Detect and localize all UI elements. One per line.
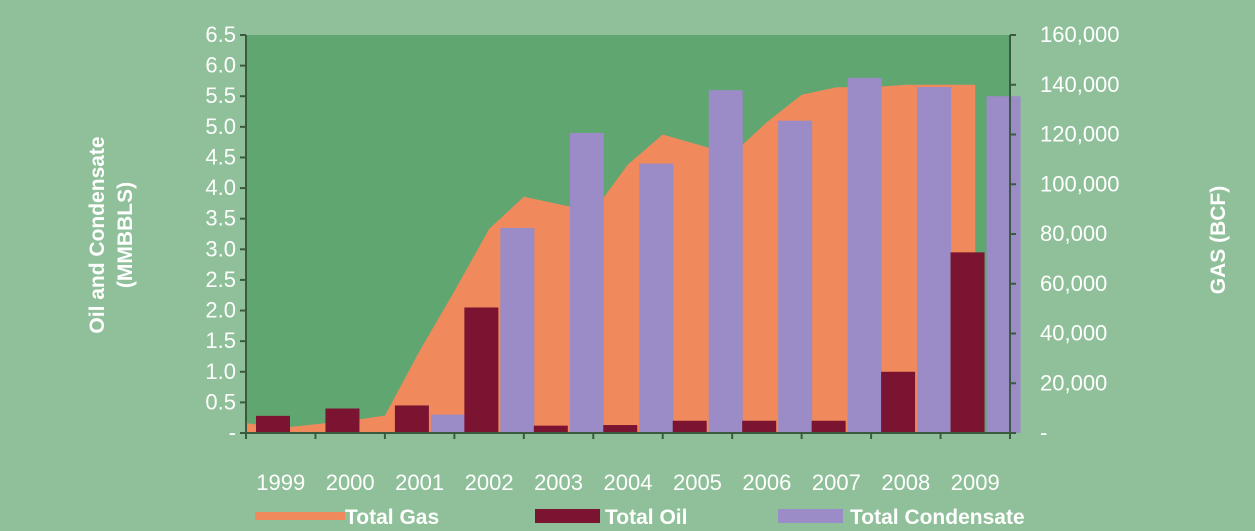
right-axis-title: GAS (BCF) xyxy=(1207,186,1230,295)
legend-label-total-condensate: Total Condensate xyxy=(850,506,1025,529)
left-tick-label-13: 6.5 xyxy=(205,22,236,47)
bar-total-condensate-2007 xyxy=(847,77,882,433)
right-tick-label-8: 160,000 xyxy=(1040,22,1120,47)
left-tick-label-5: 2.5 xyxy=(205,267,236,292)
bar-total-condensate-2004 xyxy=(639,163,674,434)
right-tick-label-7: 140,000 xyxy=(1040,72,1120,97)
bar-total-oil-2005 xyxy=(672,420,707,433)
x-tick-label-2003: 2003 xyxy=(534,470,583,495)
x-tick-label-2001: 2001 xyxy=(395,470,444,495)
bar-total-oil-2009 xyxy=(950,252,985,433)
tick-labels: - 0.5 1.0 1.5 2.0 2.5 3.0 3.5 4.0 4.5 5.0 5.5 6.0 6.5… xyxy=(205,22,1119,495)
legend-swatch-total-oil xyxy=(535,509,600,523)
bar-total-oil-2003 xyxy=(533,425,568,433)
right-tick-label-1: 20,000 xyxy=(1040,370,1107,395)
bar-total-oil-1999 xyxy=(256,415,290,433)
legend: Total Gas Total Oil Total Condensate xyxy=(255,506,1025,529)
bar-total-condensate-2001 xyxy=(430,414,465,433)
bar-total-condensate-2008 xyxy=(917,87,952,434)
x-tick-label-2000: 2000 xyxy=(326,470,375,495)
left-axis-title: Oil and Condensate (MMBBLS) xyxy=(86,136,137,333)
legend-label-total-oil: Total Oil xyxy=(605,506,687,529)
legend-swatch-total-gas xyxy=(255,512,345,520)
left-tick-label-8: 4.0 xyxy=(205,175,236,200)
left-tick-label-10: 5.0 xyxy=(205,114,236,139)
left-tick-label-6: 3.0 xyxy=(205,236,236,261)
right-tick-label-2: 40,000 xyxy=(1040,321,1107,346)
x-tick-label-2008: 2008 xyxy=(881,470,930,495)
x-tick-label-2002: 2002 xyxy=(465,470,514,495)
left-tick-label-4: 2.0 xyxy=(205,298,236,323)
bar-total-oil-2008 xyxy=(881,371,916,433)
bar-total-condensate-2005 xyxy=(708,90,743,433)
right-tick-label-5: 100,000 xyxy=(1040,171,1120,196)
bar-total-oil-2006 xyxy=(742,420,777,433)
bar-total-oil-2001 xyxy=(394,405,429,433)
legend-swatch-total-condensate xyxy=(778,509,843,523)
left-tick-label-11: 5.5 xyxy=(205,83,236,108)
left-tick-label-2: 1.0 xyxy=(205,359,236,384)
x-tick-label-2004: 2004 xyxy=(604,470,653,495)
axes xyxy=(240,34,1016,439)
left-tick-label-7: 3.5 xyxy=(205,206,236,231)
bar-total-condensate-2003 xyxy=(569,132,604,433)
right-tick-label-6: 120,000 xyxy=(1040,122,1120,147)
bar-total-condensate-2009 xyxy=(986,96,1021,433)
x-tick-label-2005: 2005 xyxy=(673,470,722,495)
bar-total-oil-2002 xyxy=(464,307,499,433)
x-tick-label-1999: 1999 xyxy=(256,470,305,495)
legend-label-total-gas: Total Gas xyxy=(345,506,439,529)
left-axis-title-line2: (MMBBLS) xyxy=(114,182,137,288)
x-tick-label-2009: 2009 xyxy=(951,470,1000,495)
x-tick-label-2007: 2007 xyxy=(812,470,861,495)
bar-total-oil-2000 xyxy=(325,408,360,433)
bar-total-condensate-2002 xyxy=(500,227,535,433)
left-tick-label-9: 4.5 xyxy=(205,144,236,169)
left-tick-label-12: 6.0 xyxy=(205,53,236,78)
bar-total-oil-2007 xyxy=(811,420,846,433)
bar-total-oil-2004 xyxy=(603,425,638,433)
right-tick-label-4: 80,000 xyxy=(1040,221,1107,246)
left-tick-label-0: - xyxy=(229,420,236,445)
bar-layer xyxy=(256,77,1021,434)
left-tick-label-3: 1.5 xyxy=(205,328,236,353)
x-tick-label-2006: 2006 xyxy=(742,470,791,495)
left-axis-title-line1: Oil and Condensate xyxy=(86,136,109,333)
right-axis-title-text: GAS (BCF) xyxy=(1207,186,1230,295)
bar-total-condensate-2006 xyxy=(778,120,813,433)
right-tick-label-0: - xyxy=(1040,420,1047,445)
right-tick-label-3: 60,000 xyxy=(1040,271,1107,296)
left-tick-label-1: 0.5 xyxy=(205,389,236,414)
